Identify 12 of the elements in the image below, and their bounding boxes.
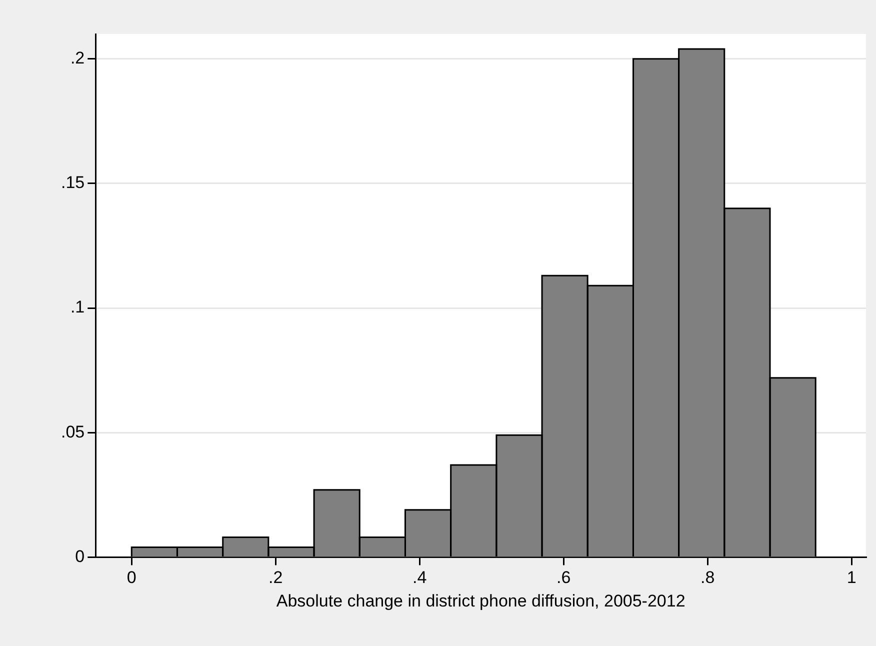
y-tick-label: 0	[75, 546, 85, 566]
x-tick-label: .2	[268, 568, 283, 588]
y-tick-label: .2	[70, 48, 85, 68]
x-tick-label: .4	[412, 568, 427, 588]
x-tick-label: 1	[846, 568, 856, 588]
y-tick-label: .1	[70, 298, 85, 317]
x-axis-title: Absolute change in district phone diffusion, 2005-2012	[276, 591, 686, 610]
x-tick-label: .6	[556, 568, 571, 588]
y-tick-label: .05	[60, 422, 85, 442]
x-tick-label: 0	[126, 568, 136, 588]
y-tick-label: .15	[60, 173, 85, 192]
x-tick-label: .8	[700, 568, 715, 588]
